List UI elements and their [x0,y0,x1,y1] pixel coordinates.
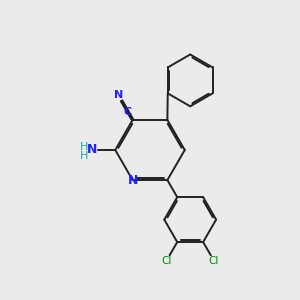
Text: N: N [87,143,98,157]
Text: N: N [114,90,123,100]
Text: H: H [80,142,88,152]
Text: C: C [123,107,131,117]
Text: Cl: Cl [209,256,219,266]
Text: Cl: Cl [161,256,172,266]
Text: H: H [80,152,88,161]
Text: N: N [128,174,138,187]
